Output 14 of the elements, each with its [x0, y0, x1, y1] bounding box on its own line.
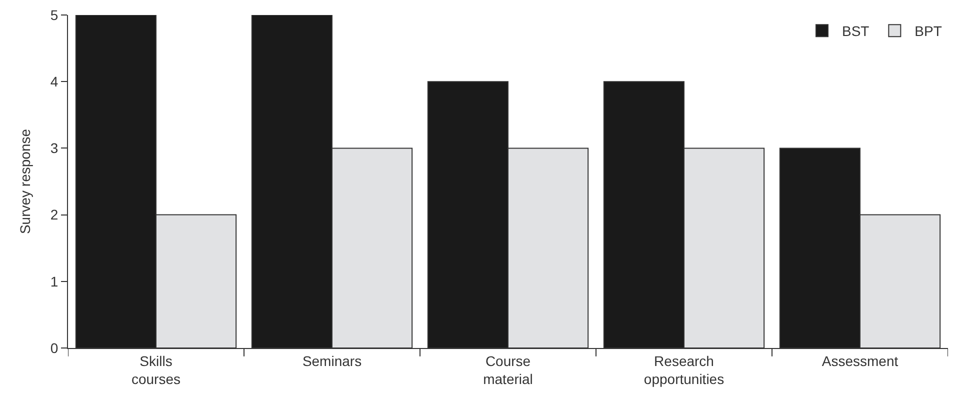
y-tick-label: 3	[50, 140, 58, 156]
x-tick-label: Seminars	[302, 352, 362, 369]
y-axis-title: Survey response	[17, 128, 33, 234]
x-tick-label: Research opportunities	[644, 352, 724, 387]
x-tick-label: Skills courses	[131, 352, 181, 387]
legend-label: BST	[842, 23, 870, 40]
legend-label: BPT	[914, 23, 942, 40]
y-tick-label: 5	[50, 6, 58, 23]
y-tick-label: 4	[50, 74, 58, 90]
x-tick-label: Course material	[483, 352, 533, 387]
x-tick-label: Assessment	[822, 352, 898, 369]
y-tick-label: 1	[50, 273, 58, 290]
y-tick-label: 0	[50, 340, 58, 356]
y-tick-label: 2	[50, 206, 58, 223]
